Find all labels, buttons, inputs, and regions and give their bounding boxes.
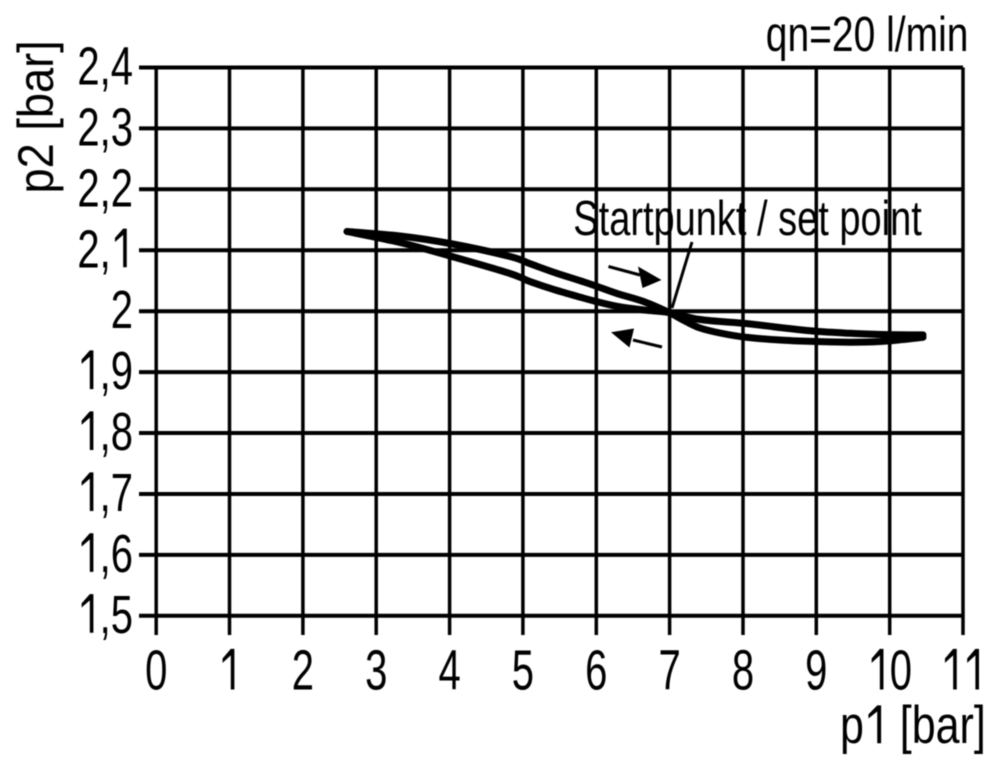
svg-text:,5: ,5 — [100, 585, 133, 645]
svg-text:Startpunkt / set point: Startpunkt / set point — [573, 191, 921, 246]
svg-text:5: 5 — [512, 640, 534, 702]
svg-text:qn=20 l/min: qn=20 l/min — [766, 8, 969, 62]
svg-text:2: 2 — [111, 280, 133, 340]
svg-text:2,4: 2,4 — [77, 37, 133, 97]
svg-text:8: 8 — [732, 640, 754, 702]
svg-text:7: 7 — [658, 640, 680, 702]
svg-text:p2 [bar]: p2 [bar] — [9, 40, 64, 193]
svg-text:4: 4 — [438, 640, 460, 702]
svg-text:[bar]: [bar] — [888, 696, 986, 755]
svg-text:2,2: 2,2 — [77, 159, 133, 219]
svg-text:2,: 2, — [77, 220, 110, 280]
svg-text:3: 3 — [365, 640, 387, 702]
svg-text:,7: ,7 — [100, 463, 133, 523]
svg-text:,8: ,8 — [100, 402, 133, 462]
svg-text:p: p — [840, 696, 864, 755]
svg-text:6: 6 — [585, 640, 607, 702]
svg-text:,9: ,9 — [100, 341, 133, 401]
svg-text:2: 2 — [292, 640, 314, 702]
svg-text:,6: ,6 — [100, 524, 133, 584]
svg-text:9: 9 — [805, 640, 827, 702]
svg-text:0: 0 — [145, 640, 167, 702]
svg-text:0: 0 — [890, 640, 912, 702]
svg-text:2,3: 2,3 — [77, 98, 133, 158]
